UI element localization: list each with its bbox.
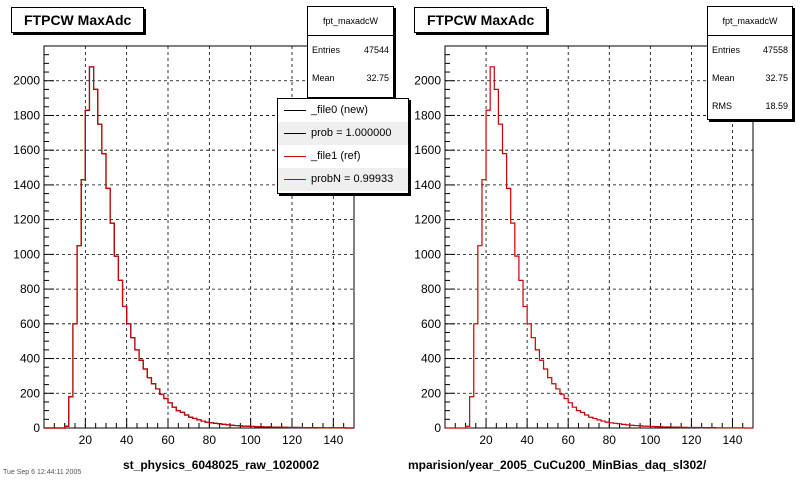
stats-entries-label: Entries [712, 45, 741, 55]
x-tick-label: 120 [681, 433, 701, 447]
stats-box: fpt_maxadcW Entries 47558 Mean 32.75 RMS… [707, 6, 793, 120]
x-tick-label: 60 [161, 433, 175, 447]
legend-entry-new: _file0 (new) [278, 99, 408, 122]
x-tick-label: 40 [520, 433, 534, 447]
x-tick-label: 100 [640, 433, 660, 447]
y-tick-label: 1200 [414, 213, 441, 227]
y-tick-label: 1600 [13, 143, 40, 157]
legend-line-probn [284, 179, 306, 180]
y-tick-label: 2000 [414, 74, 441, 88]
stats-rms-value: 18.59 [765, 101, 788, 111]
stats-box: fpt_maxadcW Entries 47544 Mean 32.75 [307, 6, 394, 98]
timestamp-footer: Tue Sep 6 12:44:11 2005 [3, 469, 82, 476]
legend-line-new [284, 110, 306, 111]
x-axis-label: mparision/year_2005_CuCu200_MinBias_daq_… [408, 458, 707, 472]
y-tick-label: 1800 [13, 108, 40, 122]
stats-mean-value: 32.75 [366, 73, 389, 83]
y-tick-label: 600 [20, 317, 40, 331]
x-tick-label: 100 [241, 433, 261, 447]
x-tick-label: 80 [203, 433, 217, 447]
stats-mean-value: 32.75 [765, 73, 788, 83]
histogram-pad-left: 20 40 60 80 100 120 140 0 200 400 600 800 1000 1200 14… [3, 6, 409, 476]
stats-mean-row: Mean 32.75 [708, 64, 792, 92]
stats-entries-label: Entries [312, 45, 341, 55]
stats-entries-value: 47544 [363, 45, 389, 55]
legend-line-ref [284, 156, 306, 157]
y-tick-label: 0 [434, 421, 441, 435]
x-tick-label: 20 [479, 433, 493, 447]
y-tick-label: 200 [20, 386, 40, 400]
y-tick-label: 1400 [414, 178, 441, 192]
x-tick-label: 60 [562, 433, 576, 447]
x-tick-label: 80 [603, 433, 617, 447]
legend-label-probn: probN = 0.99933 [311, 173, 394, 185]
legend-label-ref: _file1 (ref) [311, 150, 361, 162]
y-tick-label: 800 [421, 282, 441, 296]
x-tick-label: 40 [120, 433, 134, 447]
stats-mean-label: Mean [712, 73, 735, 83]
y-tick-label: 2000 [13, 74, 40, 88]
stats-entries-row: Entries 47558 [708, 36, 792, 64]
stats-mean-label: Mean [312, 73, 335, 83]
histogram-series-2 [44, 66, 354, 429]
x-tick-label: 20 [79, 433, 93, 447]
stats-rms-row: RMS 18.59 [708, 92, 792, 120]
legend-entry-probn: probN = 0.99933 [278, 168, 408, 191]
legend-box: _file0 (new) prob = 1.000000 _file1 (ref… [277, 98, 409, 194]
y-tick-label: 0 [33, 421, 40, 435]
y-tick-label: 800 [20, 282, 40, 296]
stats-mean-row: Mean 32.75 [308, 64, 393, 92]
stats-name: fpt_maxadcW [308, 7, 393, 36]
histogram-title: FTPCW MaxAdc [11, 7, 145, 33]
y-tick-label: 600 [421, 317, 441, 331]
legend-line-prob [284, 133, 306, 134]
legend-label-new: _file0 (new) [311, 104, 368, 116]
histogram-pad-right: 20 40 60 80 100 120 140 0 200 400 600 800 1000 1200 14… [400, 0, 800, 480]
y-tick-label: 1600 [414, 143, 441, 157]
legend-entry-ref: _file1 (ref) [278, 145, 408, 168]
stats-entries-row: Entries 47544 [308, 36, 393, 64]
stats-rms-label: RMS [712, 101, 732, 111]
y-tick-label: 400 [20, 352, 40, 366]
x-axis-label: st_physics_6048025_raw_1020002 [123, 458, 320, 472]
y-tick-label: 1000 [414, 247, 441, 261]
x-tick-label: 120 [282, 433, 302, 447]
histogram-series-1 [445, 66, 753, 429]
stats-name: fpt_maxadcW [708, 7, 792, 36]
x-tick-label: 140 [722, 433, 742, 447]
plot-frame [444, 45, 754, 429]
legend-label-prob: prob = 1.000000 [311, 127, 392, 139]
stats-entries-value: 47558 [762, 45, 788, 55]
y-tick-label: 200 [421, 386, 441, 400]
x-tick-label: 140 [323, 433, 343, 447]
histogram-title: FTPCW MaxAdc [414, 7, 548, 33]
histogram-plot-right: 20 40 60 80 100 120 14002004006008001000120014… [414, 45, 754, 447]
y-tick-label: 1000 [13, 247, 40, 261]
y-tick-label: 1800 [414, 108, 441, 122]
legend-entry-prob: prob = 1.000000 [278, 122, 408, 145]
y-tick-label: 1400 [13, 178, 40, 192]
y-tick-label: 400 [421, 352, 441, 366]
y-tick-label: 1200 [13, 213, 40, 227]
